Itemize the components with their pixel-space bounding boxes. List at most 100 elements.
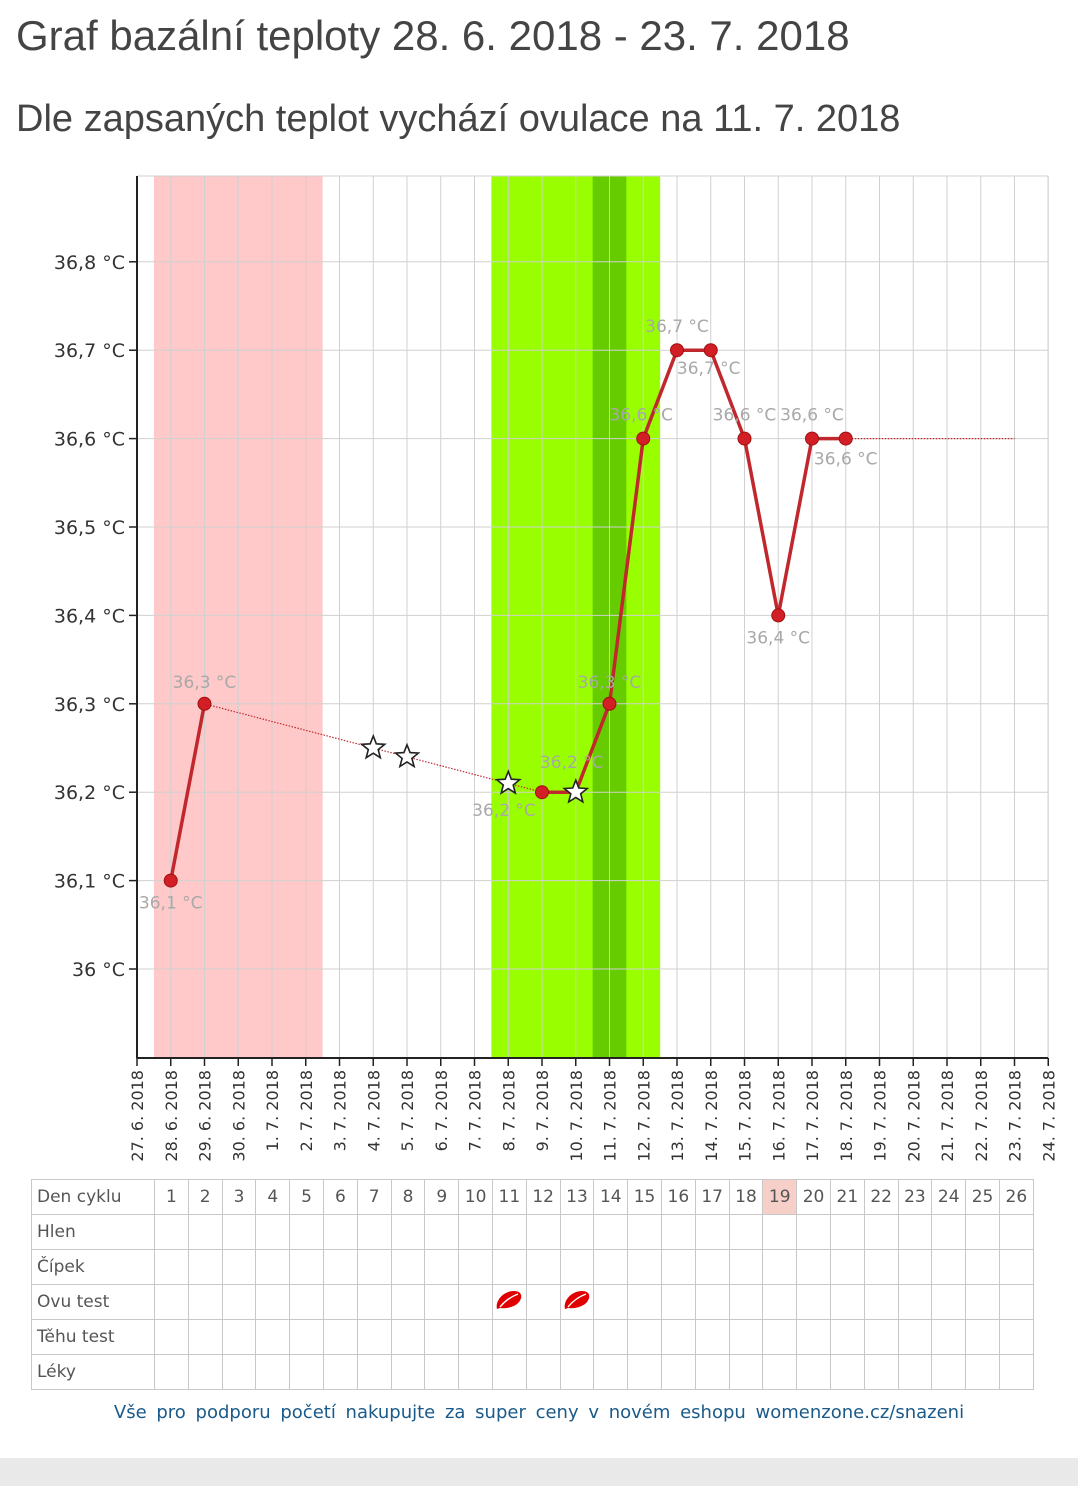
data-label: 36,7 °C bbox=[677, 359, 741, 379]
cycle-day-cell: 17 bbox=[694, 1179, 730, 1215]
table-cell bbox=[559, 1354, 595, 1390]
cycle-day-cell: 25 bbox=[965, 1179, 1000, 1215]
table-cell bbox=[931, 1284, 967, 1320]
cycle-day-cell: 24 bbox=[931, 1179, 967, 1215]
table-cell bbox=[694, 1354, 730, 1390]
footer-bar bbox=[0, 1458, 1078, 1486]
cycle-day-cell: 21 bbox=[829, 1179, 865, 1215]
table-cell bbox=[627, 1249, 662, 1285]
table-cell bbox=[458, 1319, 493, 1355]
table-cell bbox=[728, 1284, 764, 1320]
table-cell bbox=[627, 1284, 662, 1320]
table-cell bbox=[154, 1354, 189, 1390]
data-label: 36,3 °C bbox=[578, 673, 642, 693]
table-cell bbox=[796, 1354, 831, 1390]
table-cell bbox=[627, 1214, 662, 1250]
x-tick-label: 18. 7. 2018 bbox=[837, 1070, 856, 1162]
y-tick-label: 36,8 °C bbox=[54, 252, 125, 274]
table-cell bbox=[593, 1319, 629, 1355]
x-tick-label: 8. 7. 2018 bbox=[499, 1070, 518, 1151]
table-cell bbox=[154, 1249, 189, 1285]
table-row: Ovu test bbox=[31, 1284, 1034, 1320]
table-cell bbox=[965, 1284, 1000, 1320]
table-cell bbox=[762, 1249, 798, 1285]
table-cell bbox=[762, 1214, 798, 1250]
y-tick-label: 36,2 °C bbox=[54, 782, 125, 804]
table-cell bbox=[491, 1319, 527, 1355]
table-cell bbox=[255, 1214, 291, 1250]
data-label: 36,3 °C bbox=[173, 673, 237, 693]
table-cell bbox=[525, 1249, 561, 1285]
table-cell bbox=[390, 1354, 426, 1390]
promo-link[interactable]: Vše pro podporu početí nakupujte za supe… bbox=[113, 1402, 965, 1423]
cycle-day-cell: 5 bbox=[289, 1179, 324, 1215]
table-cell bbox=[829, 1354, 865, 1390]
table-cell bbox=[390, 1284, 426, 1320]
cycle-day-cell: 4 bbox=[255, 1179, 291, 1215]
bbt-chart: 36 °C 36,1 °C 36,2 °C 36,3 °C 36,4 °C 36,5 °C… bbox=[54, 175, 1058, 1162]
table-cell bbox=[863, 1284, 899, 1320]
data-label: 36,6 °C bbox=[713, 406, 777, 426]
x-tick-label: 23. 7. 2018 bbox=[1006, 1070, 1025, 1162]
data-label: 36,2 °C bbox=[540, 753, 604, 773]
table-cell bbox=[965, 1249, 1000, 1285]
star-marker-icon bbox=[393, 742, 421, 769]
table-cell bbox=[221, 1284, 257, 1320]
x-tick-label: 2. 7. 2018 bbox=[297, 1070, 316, 1151]
table-cell bbox=[221, 1249, 257, 1285]
table-cell bbox=[897, 1354, 933, 1390]
ovulation-test-icon bbox=[564, 1290, 590, 1309]
table-cell bbox=[356, 1284, 392, 1320]
x-tick-label: 1. 7. 2018 bbox=[263, 1070, 282, 1151]
table-cell bbox=[221, 1214, 257, 1250]
table-cell bbox=[627, 1354, 662, 1390]
x-tick-label: 12. 7. 2018 bbox=[634, 1070, 653, 1162]
data-label: 36,7 °C bbox=[645, 317, 709, 337]
table-cell bbox=[863, 1214, 899, 1250]
star-marker-icon bbox=[562, 778, 590, 804]
table-cell bbox=[322, 1319, 358, 1355]
table-cell bbox=[593, 1249, 629, 1285]
y-tick-label: 36,4 °C bbox=[54, 605, 125, 627]
cycle-day-cell: 19 bbox=[762, 1179, 798, 1215]
cycle-day-cell: 22 bbox=[863, 1179, 899, 1215]
table-cell bbox=[728, 1319, 764, 1355]
y-tick-label: 36,3 °C bbox=[54, 694, 125, 716]
table-cell bbox=[424, 1319, 460, 1355]
table-cell bbox=[660, 1249, 696, 1285]
cycle-day-cell: 20 bbox=[796, 1179, 831, 1215]
cycle-day-cell: 15 bbox=[627, 1179, 662, 1215]
table-cell bbox=[931, 1319, 967, 1355]
table-row: Těhu test bbox=[31, 1319, 1034, 1355]
series-line-segment bbox=[641, 348, 679, 441]
x-tick-label: 17. 7. 2018 bbox=[803, 1070, 822, 1162]
y-tick-label: 36 °C bbox=[72, 959, 125, 981]
row-label: Těhu test bbox=[31, 1319, 155, 1355]
star-marker-icon bbox=[494, 769, 522, 795]
data-point bbox=[737, 431, 752, 446]
data-label: 36,6 °C bbox=[780, 406, 844, 426]
table-cell bbox=[829, 1319, 865, 1355]
data-label: 36,4 °C bbox=[746, 628, 810, 648]
table-row: Hlen bbox=[31, 1214, 1034, 1250]
data-point bbox=[805, 431, 819, 446]
cycle-day-cell: 9 bbox=[424, 1179, 460, 1215]
cycle-day-cell: 12 bbox=[525, 1179, 561, 1215]
table-cell bbox=[728, 1354, 764, 1390]
data-point bbox=[703, 343, 718, 358]
data-label: 36,6 °C bbox=[609, 406, 673, 426]
table-cell bbox=[694, 1249, 730, 1285]
x-tick-label: 10. 7. 2018 bbox=[567, 1070, 586, 1162]
table-cell bbox=[694, 1214, 730, 1250]
series-line-segment bbox=[607, 436, 645, 706]
table-cell bbox=[424, 1249, 460, 1285]
table-cell bbox=[559, 1284, 595, 1320]
table-cell bbox=[998, 1354, 1034, 1390]
table-cell bbox=[491, 1354, 527, 1390]
x-tick-label: 21. 7. 2018 bbox=[938, 1070, 957, 1162]
cycle-day-cell: 7 bbox=[356, 1179, 392, 1215]
table-cell bbox=[187, 1354, 223, 1390]
table-cell bbox=[559, 1319, 595, 1355]
y-tick-label: 36,6 °C bbox=[54, 429, 125, 451]
table-cell bbox=[559, 1214, 595, 1250]
